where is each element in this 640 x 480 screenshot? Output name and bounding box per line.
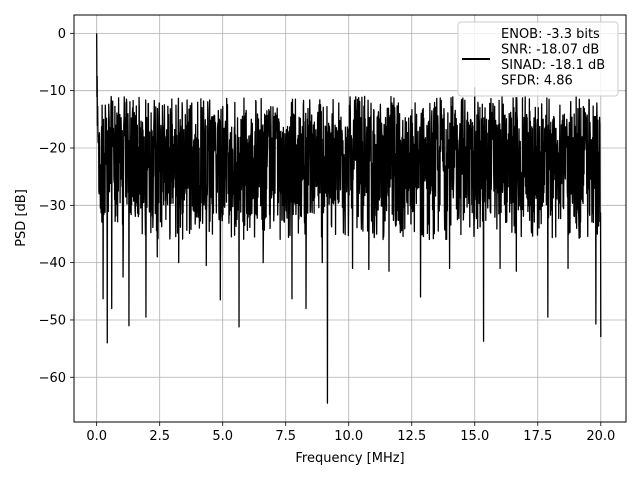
psd-series xyxy=(96,33,602,404)
x-tick-label: 10.0 xyxy=(334,429,363,444)
x-tick-label: 15.0 xyxy=(460,429,489,444)
x-tick-label: 17.5 xyxy=(523,429,552,444)
x-tick-label: 2.5 xyxy=(149,429,170,444)
y-tick-label: −50 xyxy=(39,313,66,328)
x-tick-label: 7.5 xyxy=(275,429,296,444)
plot-frame xyxy=(73,14,627,423)
x-tick-label: 20.0 xyxy=(586,429,615,444)
x-axis-label: Frequency [MHz] xyxy=(295,451,404,466)
legend: ENOB: -3.3 bits SNR: -18.07 dB SINAD: -18.… xyxy=(457,21,619,97)
legend-line-text: SNR: -18.07 dB xyxy=(501,43,599,58)
y-tick-label: −30 xyxy=(39,199,66,214)
psd-line xyxy=(96,33,602,404)
y-tick-label: −60 xyxy=(39,371,66,386)
y-axis-label: PSD [dB] xyxy=(14,189,29,247)
y-tick-label: 0 xyxy=(58,27,66,42)
y-tick-label: −20 xyxy=(39,141,66,156)
legend-line-text: SFDR: 4.86 xyxy=(501,74,573,89)
legend-label: ENOB: -3.3 bits SNR: -18.07 dB SINAD: -18.… xyxy=(501,27,605,89)
x-tick-label: 12.5 xyxy=(397,429,426,444)
legend-line-text: ENOB: -3.3 bits xyxy=(501,27,600,42)
x-tick-label: 5.0 xyxy=(212,429,233,444)
legend-box xyxy=(457,21,619,97)
x-axis-ticks: 0.0 2.5 5.0 7.5 10.0 12.5 15.0 17.5 20.0 xyxy=(86,422,615,444)
y-axis-ticks: 0 −10 −20 −30 −40 −50 −60 xyxy=(39,27,74,386)
legend-line-text: SINAD: -18.1 dB xyxy=(501,58,605,73)
y-tick-label: −40 xyxy=(39,256,66,271)
y-tick-label: −10 xyxy=(39,84,66,99)
x-tick-label: 0.0 xyxy=(86,429,107,444)
